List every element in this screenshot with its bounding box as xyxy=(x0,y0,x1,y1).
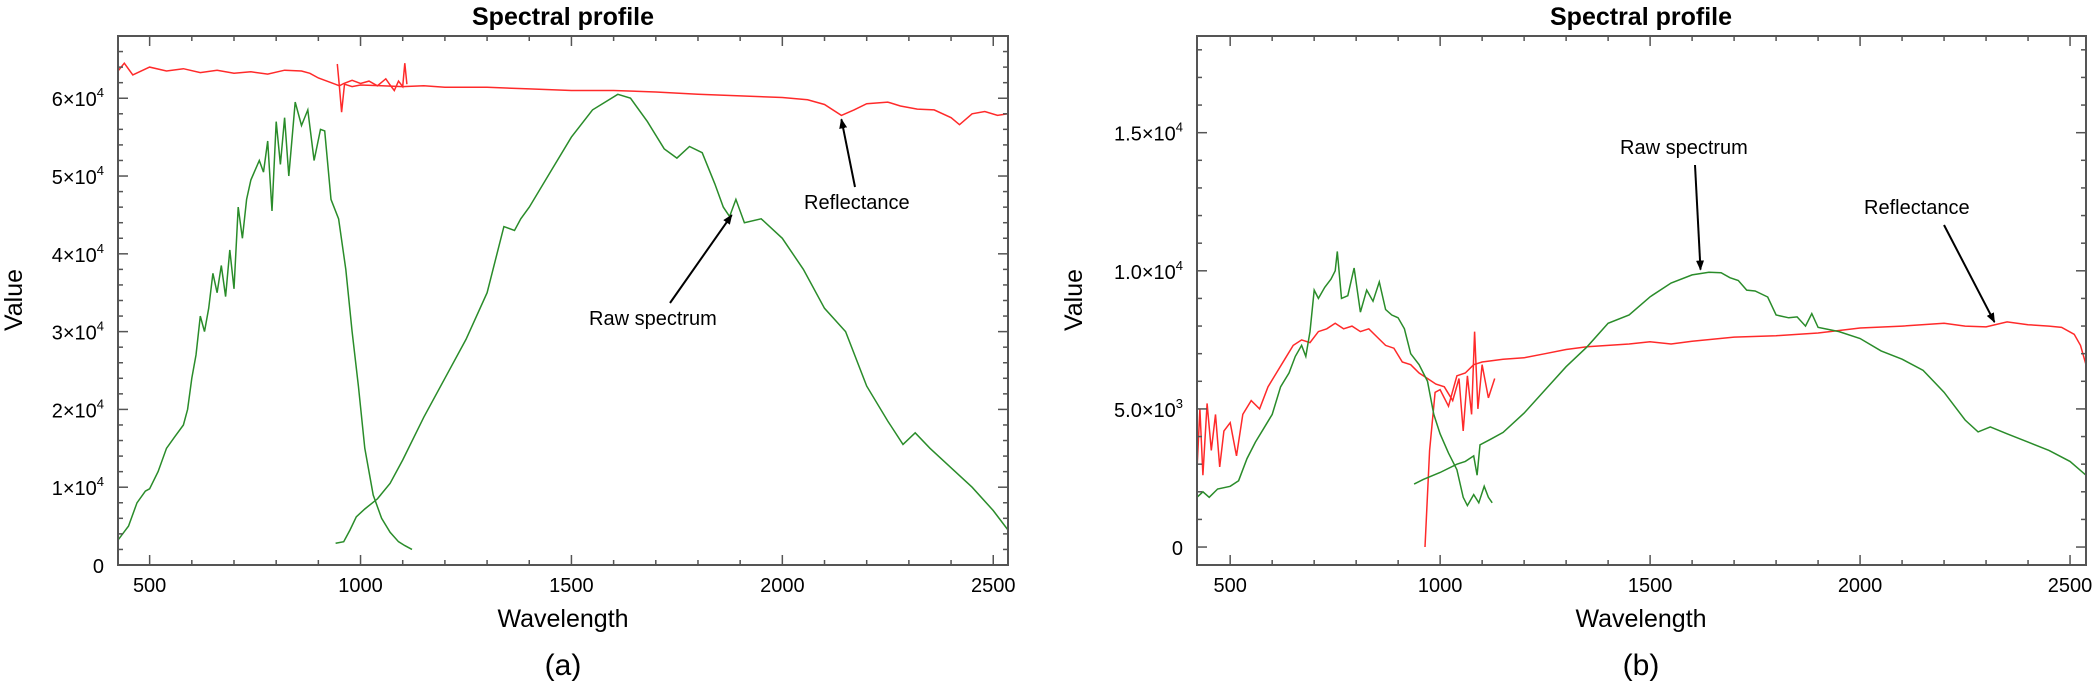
plot-frame xyxy=(117,35,1009,566)
panel-b: Spectral profile Wavelength Value (b) 50… xyxy=(1060,3,2092,682)
annotation-arrow xyxy=(1694,164,1705,271)
chart-title: Spectral profile xyxy=(472,3,654,31)
x-tick-label: 1000 xyxy=(338,575,383,597)
y-tick-label: 0 xyxy=(1172,538,1183,560)
panel-a: Spectral profile Wavelength Value (a) 50… xyxy=(0,3,1015,682)
series-line-reflectance xyxy=(1197,322,1496,476)
y-tick-label: 3×104 xyxy=(52,319,104,345)
series-line-raw-spectrum xyxy=(1197,251,1493,508)
annotation-arrow xyxy=(669,214,733,304)
series-line-reflectance xyxy=(118,61,408,92)
x-tick-label: 500 xyxy=(133,575,166,597)
x-axis-label: Wavelength xyxy=(497,605,628,633)
y-tick-label: 2×104 xyxy=(52,396,104,422)
x-tick-label: 2500 xyxy=(2048,575,2093,597)
x-tick-label: 500 xyxy=(1213,575,1246,597)
annotation-label: Reflectance xyxy=(1864,197,1970,219)
series-line-raw-spectrum xyxy=(1413,271,2086,485)
series-line-raw-spectrum xyxy=(118,101,413,551)
x-tick-label: 2000 xyxy=(1838,575,1883,597)
annotation-label: Raw spectrum xyxy=(1620,137,1748,159)
y-tick-label: 4×104 xyxy=(52,241,104,267)
y-tick-label: 0 xyxy=(93,556,104,578)
annotation-arrow xyxy=(839,118,856,188)
y-tick-label: 5×104 xyxy=(52,163,104,189)
y-tick-label: 6×104 xyxy=(52,85,104,111)
series-line-reflectance xyxy=(336,63,1008,126)
x-tick-label: 1500 xyxy=(1628,575,1673,597)
chart-title: Spectral profile xyxy=(1550,3,1732,31)
y-tick-label: 5.0×103 xyxy=(1114,396,1183,422)
annotation-label: Raw spectrum xyxy=(589,308,717,330)
y-tick-label: 1.5×104 xyxy=(1114,120,1183,146)
series-line-reflectance xyxy=(1424,321,2086,548)
x-tick-label: 1000 xyxy=(1418,575,1463,597)
x-axis-label: Wavelength xyxy=(1575,605,1706,633)
y-axis-label: Value xyxy=(0,269,28,331)
y-tick-label: 1×104 xyxy=(52,474,104,500)
panel-caption: (b) xyxy=(1623,649,1660,682)
annotation-label: Reflectance xyxy=(804,192,910,214)
x-tick-label: 2000 xyxy=(760,575,805,597)
y-axis-label: Value xyxy=(1060,269,1088,331)
x-tick-label: 1500 xyxy=(549,575,594,597)
plot-frame xyxy=(1196,35,2087,566)
annotation-arrow xyxy=(1943,224,1996,323)
y-tick-label: 1.0×104 xyxy=(1114,258,1183,284)
x-tick-label: 2500 xyxy=(971,575,1016,597)
series-line-raw-spectrum xyxy=(335,93,1008,544)
panel-caption: (a) xyxy=(545,649,582,682)
